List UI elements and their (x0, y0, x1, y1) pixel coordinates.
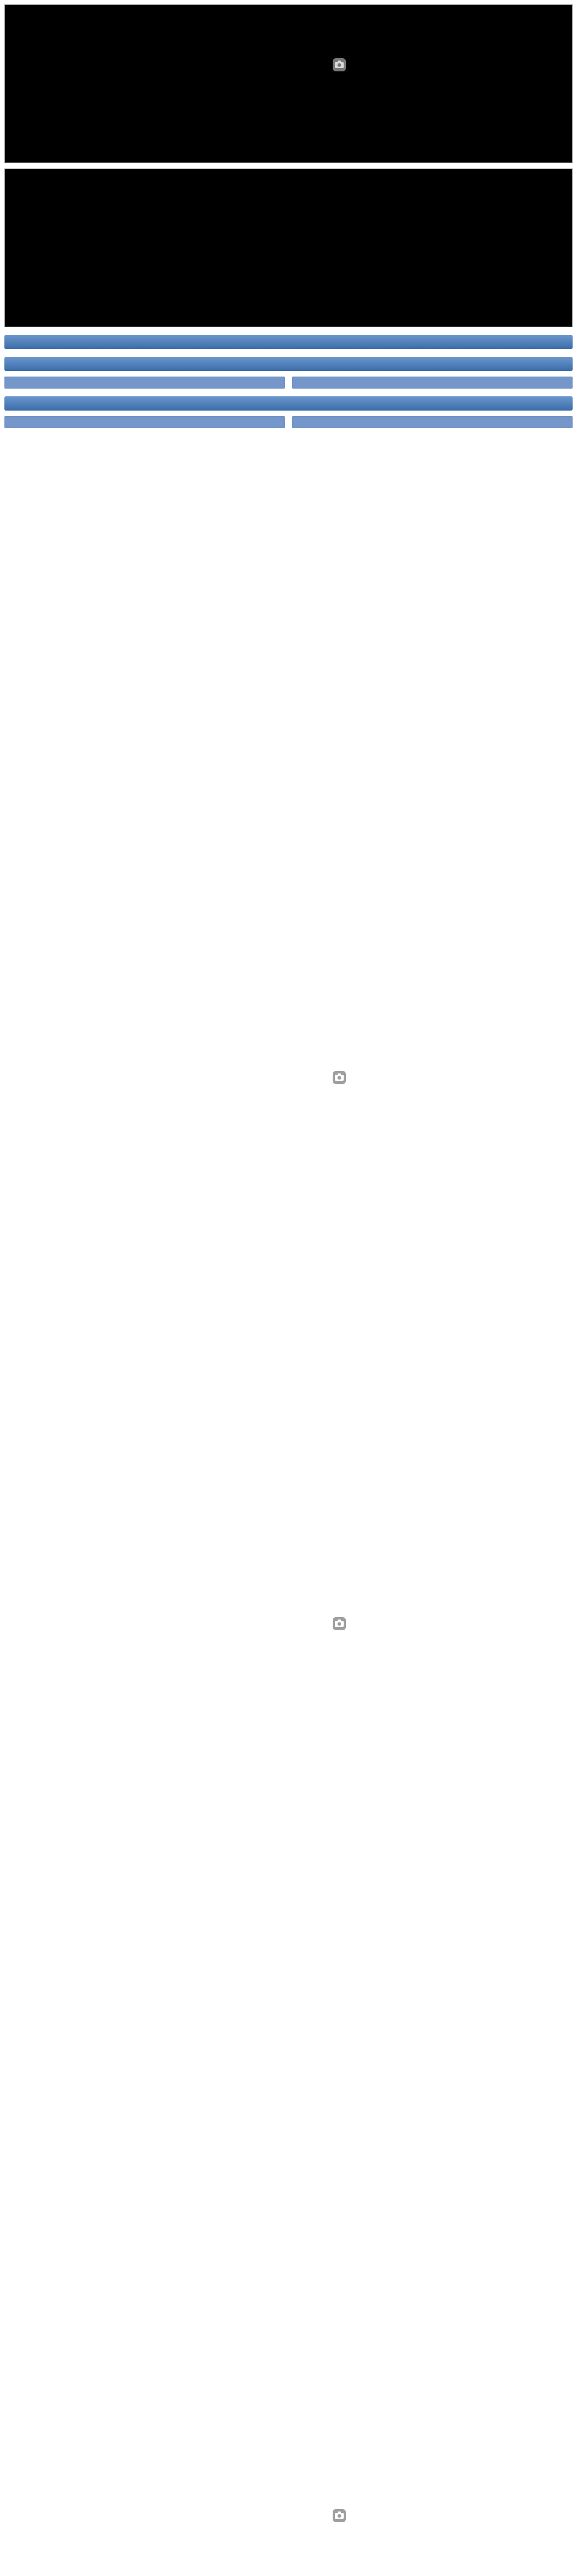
kline-date-axis (5, 154, 572, 162)
sub-banner-row (4, 416, 573, 428)
section-banner-crude-market (4, 335, 573, 349)
sub-banner-row (4, 377, 573, 389)
section-banner-refined-products (4, 396, 573, 411)
sub-banner-equities-commodities (292, 377, 573, 389)
watermark (332, 2508, 351, 2526)
kline-header (5, 169, 572, 178)
kline-panel-wti (4, 169, 573, 327)
section-banner-macro-assets (4, 357, 573, 371)
kline-header (5, 5, 572, 14)
sub-banner-bonds-fx (4, 377, 285, 389)
sub-banner-gasoline-market (4, 416, 285, 428)
watermark (332, 1070, 351, 1087)
camera-logo-icon (332, 1617, 346, 1634)
candlestick-chart (5, 178, 572, 318)
candlestick-chart (5, 14, 572, 154)
report-page (0, 0, 577, 2522)
watermark (332, 1617, 351, 1634)
camera-logo-icon (332, 2508, 346, 2526)
kline-date-axis (5, 318, 572, 327)
camera-logo-icon (332, 1070, 346, 1087)
sub-banner-diesel-market (292, 416, 573, 428)
kline-panel-sc (4, 4, 573, 163)
